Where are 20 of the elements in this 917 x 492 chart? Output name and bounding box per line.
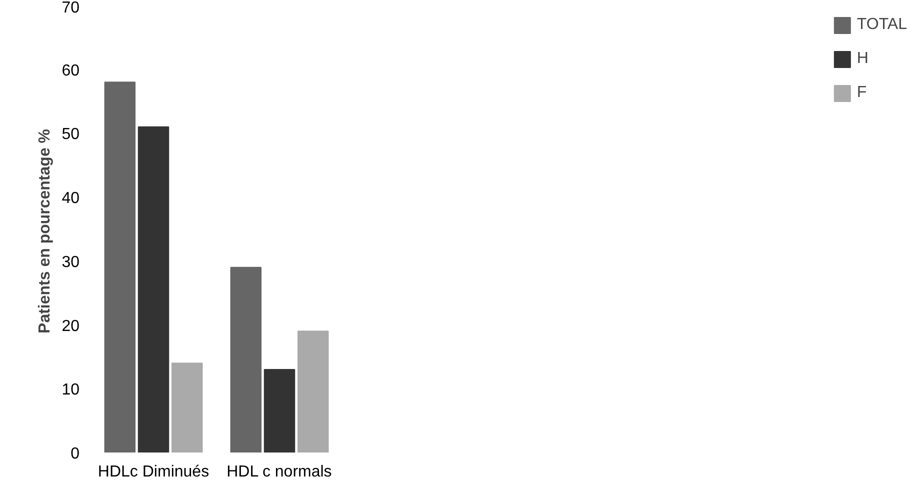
y-tick-label: 50 <box>62 126 80 144</box>
bar <box>104 82 136 452</box>
bar <box>264 368 296 452</box>
bar <box>297 330 329 452</box>
bar <box>230 266 262 452</box>
bar <box>138 126 170 452</box>
y-tick-label: 0 <box>70 446 80 462</box>
bar <box>171 362 203 452</box>
x-tick-label: HDLc Diminués <box>98 464 210 480</box>
x-tick-label: HDL c normals <box>226 464 332 480</box>
y-tick-label: 10 <box>62 382 80 399</box>
y-tick-label: 60 <box>62 62 80 80</box>
y-tick-label: 30 <box>62 254 80 271</box>
y-tick-label: 20 <box>62 318 80 335</box>
y-axis-title: Patients en pourcentage % <box>36 128 54 334</box>
legend-label: H <box>856 50 870 68</box>
y-tick-label: 40 <box>62 190 80 208</box>
legend-label: F <box>856 84 868 102</box>
legend-label: TOTAL <box>856 16 907 34</box>
y-tick-label: 70 <box>62 0 80 16</box>
